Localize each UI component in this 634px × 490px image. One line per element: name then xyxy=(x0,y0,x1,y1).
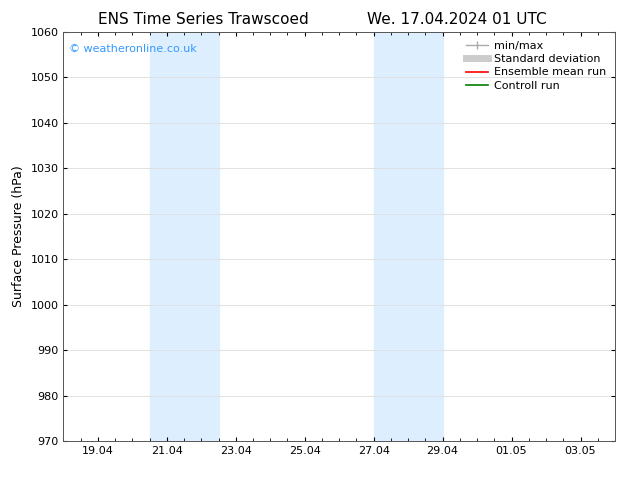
Y-axis label: Surface Pressure (hPa): Surface Pressure (hPa) xyxy=(12,166,25,307)
Bar xyxy=(373,32,443,441)
Legend: min/max, Standard deviation, Ensemble mean run, Controll run: min/max, Standard deviation, Ensemble me… xyxy=(463,37,609,94)
Text: ENS Time Series Trawscoed: ENS Time Series Trawscoed xyxy=(98,12,308,27)
Bar xyxy=(150,32,219,441)
Text: We. 17.04.2024 01 UTC: We. 17.04.2024 01 UTC xyxy=(366,12,547,27)
Text: © weatheronline.co.uk: © weatheronline.co.uk xyxy=(69,44,197,54)
